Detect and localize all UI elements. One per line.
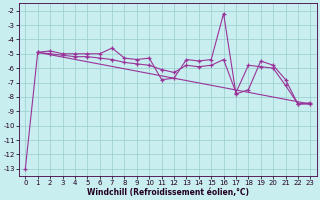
- X-axis label: Windchill (Refroidissement éolien,°C): Windchill (Refroidissement éolien,°C): [87, 188, 249, 197]
